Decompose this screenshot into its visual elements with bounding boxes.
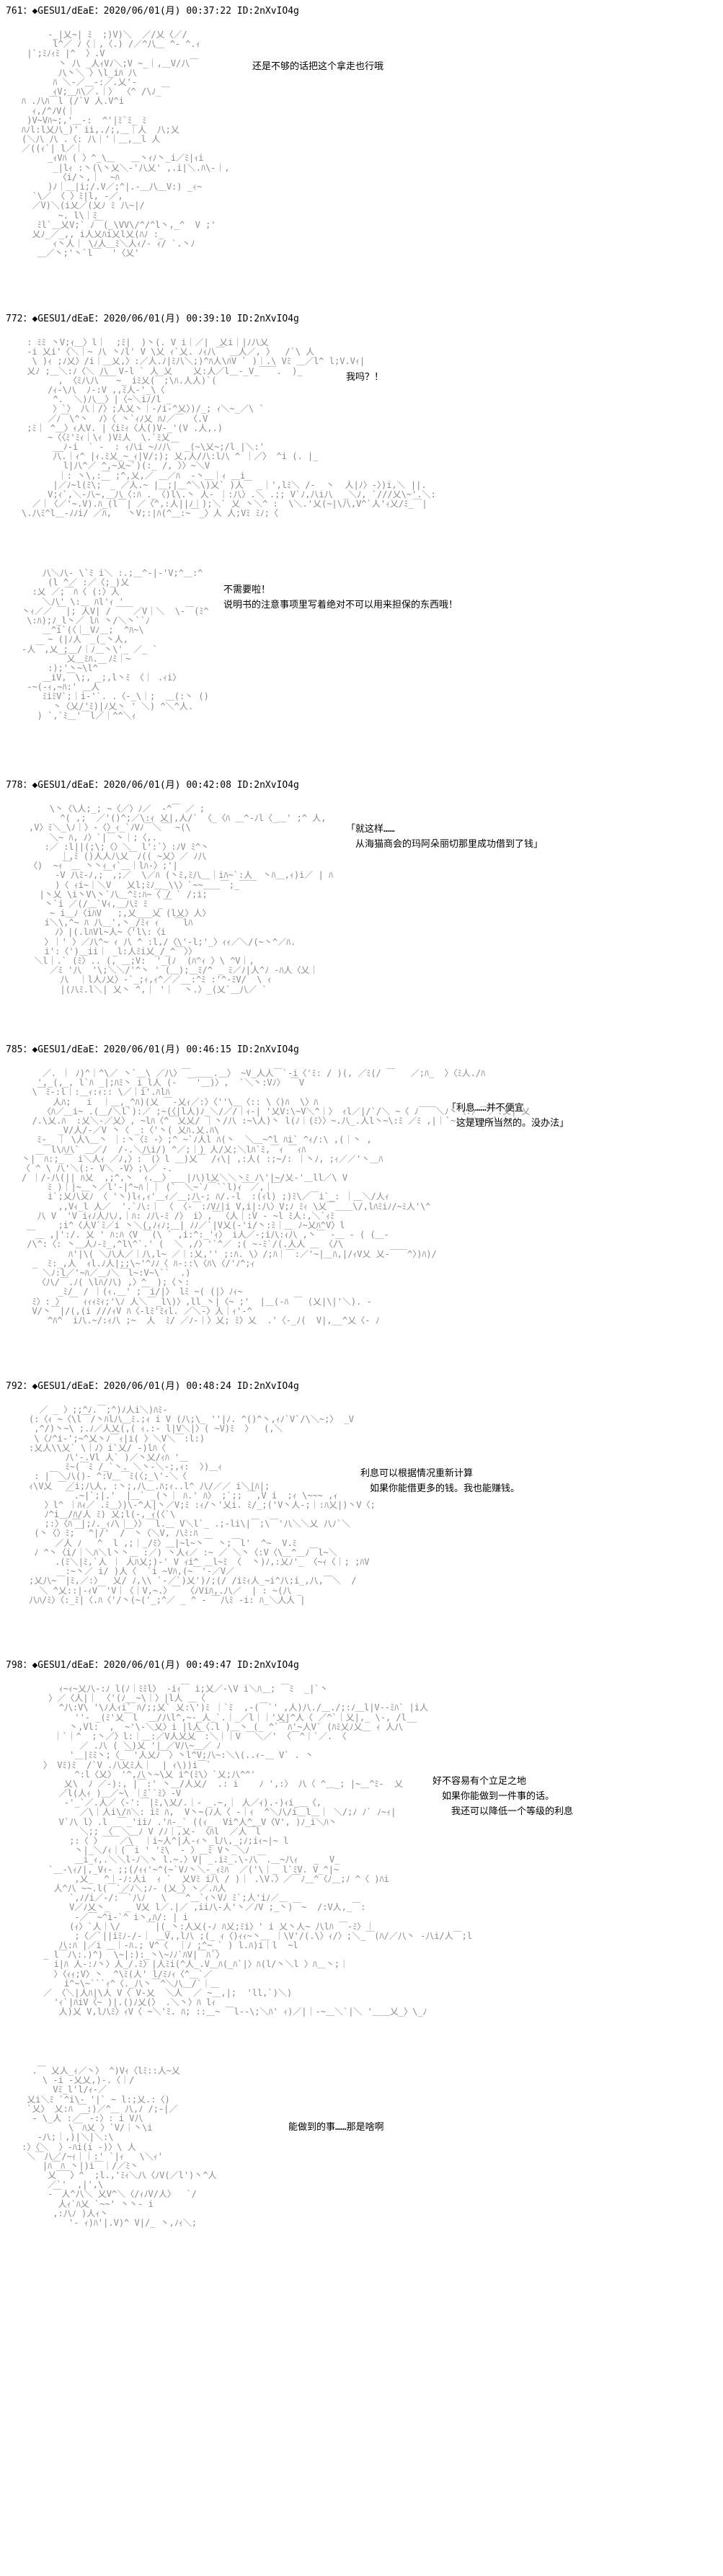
- post-header: 778：◆GESU1/dEaE：2020/06/01(月) 00:42:08 I…: [0, 774, 723, 794]
- forum-post: 八＼八- \`ﾐ i＼ :.;＿^-|-'V;^＿:^ (l ^／ :／〈;_)…: [0, 565, 723, 760]
- ascii-art: 八＼八- \`ﾐ i＼ :.;＿^-|-'V;^＿:^ (l ^／ :／〈;_)…: [22, 569, 219, 721]
- forum-post: 778：◆GESU1/dEaE：2020/06/01(月) 00:42:08 I…: [0, 774, 723, 1024]
- post-body: \丶〈\人;_; ~〈／〉ﾉ／ -^￣ ／ ; ^( ,; ／'()^;／\:ｨ…: [0, 794, 723, 1024]
- ascii-art: ｨ~ｨ~乂八-:ﾉ l(ﾉ｜ﾐﾐl〉 -iｨ￣ i;乂／-\V i＼ﾊ＿; ￣ﾐ…: [43, 1684, 472, 2017]
- post-body: : ﾐﾐ 丶V;ｨ＿〉l｜ ;ﾐ| )丶(. V i｜／| 乂i｜|ﾉ八乂 -i…: [0, 327, 723, 551]
- ascii-art: -_|乂~| ﾐ ;)V)＼ ／/乂〈／/ l^／ ﾉ〈｜,〈.) /／^八＿ …: [22, 30, 230, 259]
- dialogue-text: 我吗？！: [346, 370, 383, 386]
- forum-post: 792：◆GESU1/dEaE：2020/06/01(月) 00:48:24 I…: [0, 1375, 723, 1640]
- forum-post: 761：◆GESU1/dEaE：2020/06/01(月) 00:37:22 I…: [0, 0, 723, 293]
- post-body: ／. ｜ ﾉ)^｜^\／ 丶`＿\ ／八〉￣ ＿＿.＿〉 ~V_人人￣`-i〈'…: [0, 1058, 723, 1361]
- dialogue-text: 还是不够的话把这个拿走也行哦: [252, 60, 383, 75]
- ascii-art: .￣ 乂人_ｨ／丶〉 ^)Vｨ〈lﾐ::人~乂 \ -i -乂乂,)-.〈｜/ …: [22, 2066, 217, 2228]
- ascii-art: : ﾐﾐ 丶V;ｨ＿〉l｜ ;ﾐ| )丶(. V i｜／| 乂i｜|ﾉ八乂 -i…: [22, 338, 436, 519]
- dialogue-text: 「利息……并不便宜 这是理所当然的。没办法」: [447, 1101, 569, 1132]
- post-body: -_|乂~| ﾐ ;)V)＼ ／/乂〈／/ l^／ ﾉ〈｜,〈.) /／^八＿ …: [0, 19, 723, 293]
- post-header: 785：◆GESU1/dEaE：2020/06/01(月) 00:46:15 I…: [0, 1039, 723, 1058]
- dialogue-text: 「就这样…… 从海猫商会的玛阿朵丽切那里成功借到了钱」: [346, 822, 543, 853]
- post-body: 八＼八- \`ﾐ i＼ :.;＿^-|-'V;^＿:^ (l ^／ :／〈;_)…: [0, 565, 723, 760]
- post-body: ／ _ 〉;;^ﾉ.￣;^)ﾉ人i＼)ﾊﾐ- (:〈ｨ ~〈\l￣/丶ﾊl八＿ﾐ…: [0, 1395, 723, 1640]
- forum-post: 798：◆GESU1/dEaE：2020/06/01(月) 00:49:47 I…: [0, 1654, 723, 2048]
- post-body: ｨ~ｨ~乂八-:ﾉ l(ﾉ｜ﾐﾐl〉 -iｨ￣ i;乂／-\V i＼ﾊ＿; ￣ﾐ…: [0, 1674, 723, 2048]
- post-header: 761：◆GESU1/dEaE：2020/06/01(月) 00:37:22 I…: [0, 0, 723, 19]
- post-header: 798：◆GESU1/dEaE：2020/06/01(月) 00:49:47 I…: [0, 1654, 723, 1674]
- forum-post: 785：◆GESU1/dEaE：2020/06/01(月) 00:46:15 I…: [0, 1039, 723, 1361]
- dialogue-text: 能做到的事……那是啥啊: [288, 2120, 384, 2136]
- forum-post: .￣ 乂人_ｨ／丶〉 ^)Vｨ〈lﾐ::人~乂 \ -i -乂乂,)-.〈｜/ …: [0, 2063, 723, 2265]
- forum-post: 772：◆GESU1/dEaE：2020/06/01(月) 00:39:10 I…: [0, 308, 723, 551]
- post-header: 772：◆GESU1/dEaE：2020/06/01(月) 00:39:10 I…: [0, 308, 723, 327]
- ascii-art: \丶〈\人;_; ~〈／〉ﾉ／ -^￣ ／ ; ^( ,; ／'()^;／\:ｨ…: [29, 804, 333, 995]
- post-body: .￣ 乂人_ｨ／丶〉 ^)Vｨ〈lﾐ::人~乂 \ -i -乂乂,)-.〈｜/ …: [0, 2063, 723, 2265]
- post-header: 792：◆GESU1/dEaE：2020/06/01(月) 00:48:24 I…: [0, 1375, 723, 1395]
- dialogue-text: 好不容易有个立足之地 如果你能做到一件事的话。 我还可以降低一个等级的利息: [433, 1775, 573, 1819]
- ascii-art: ／ _ 〉;;^ﾉ.￣;^)ﾉ人i＼)ﾊﾐ- (:〈ｨ ~〈\l￣/丶ﾊl八＿ﾐ…: [29, 1405, 376, 1605]
- dialogue-text: 利息可以根据情况重新计算 如果你能借更多的钱。我也能赚钱。: [360, 1467, 520, 1497]
- dialogue-text: 不需要啦！ 说明书的注意事项里写着绝对不可以用来担保的东西哦！: [223, 583, 458, 613]
